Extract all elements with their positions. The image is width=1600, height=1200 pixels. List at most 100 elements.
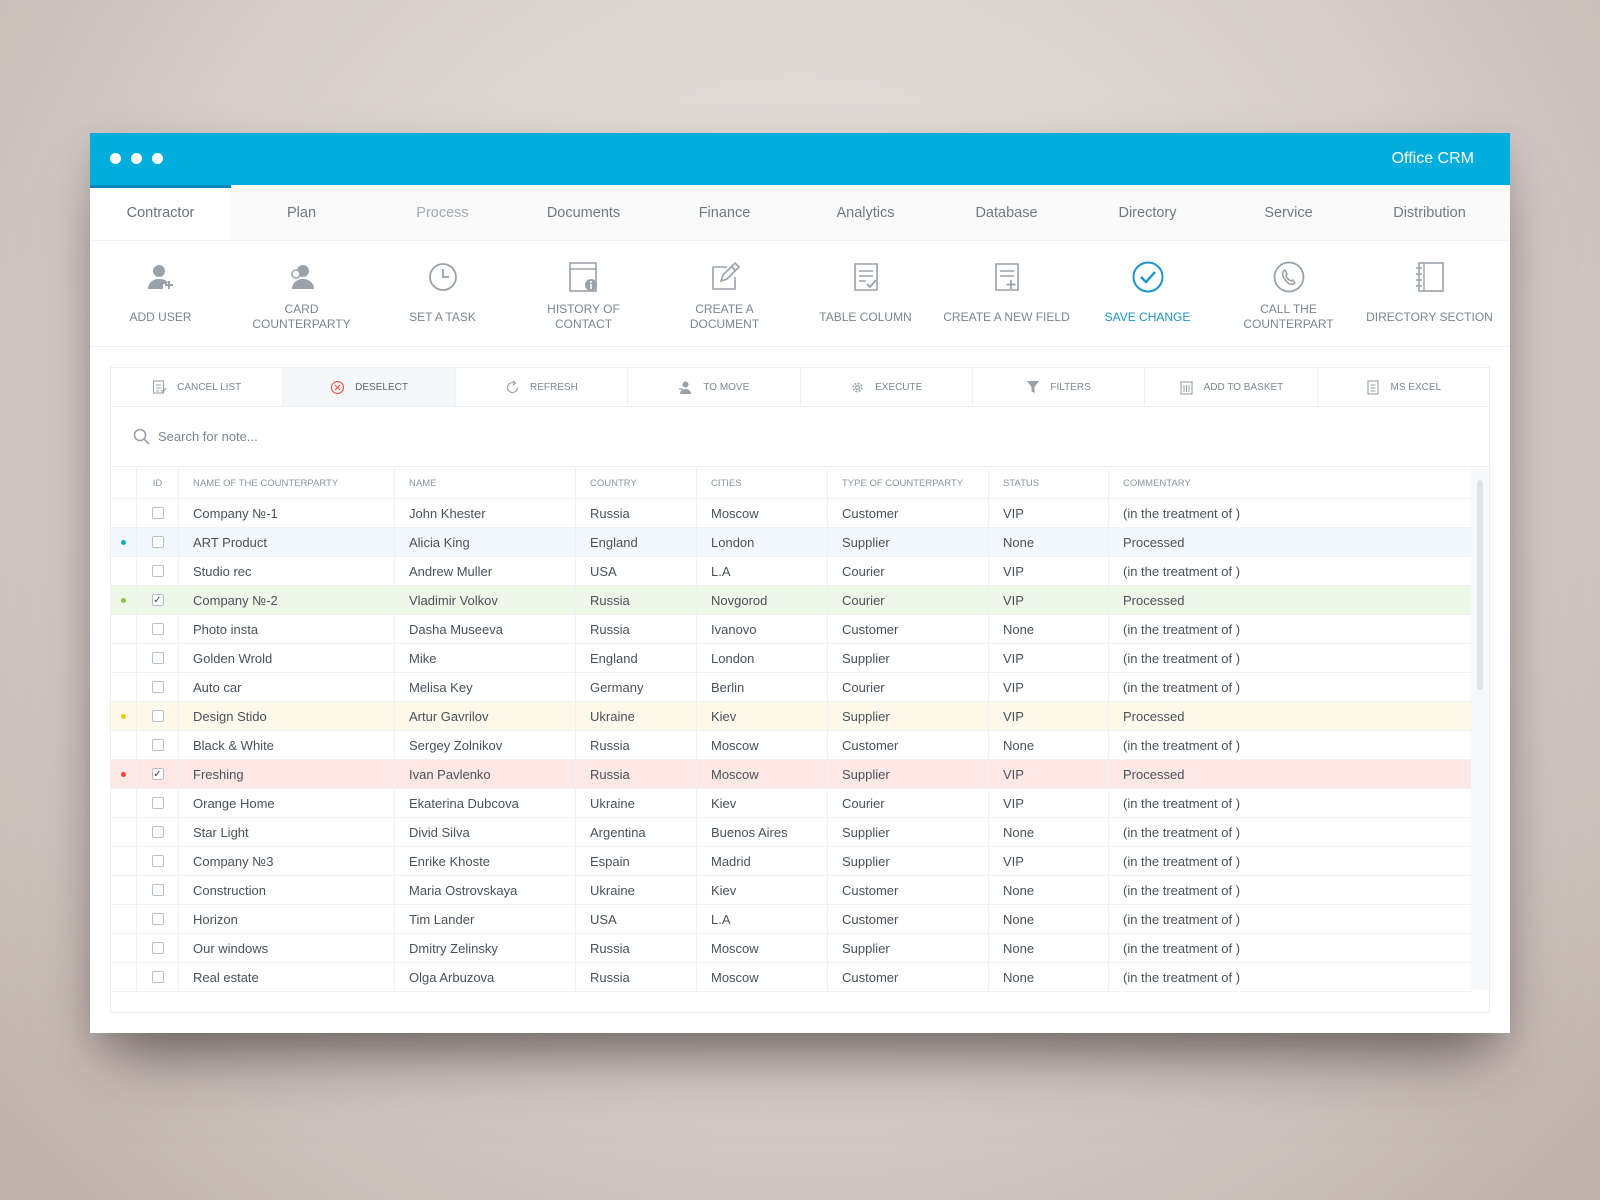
create-a-new-field-button[interactable]: CREATE A NEW FIELD [936,241,1077,346]
cell-commentary: (in the treatment of ) [1123,911,1241,927]
search-icon [133,428,150,445]
table-row[interactable]: Design Stido Artur Gavrilov Ukraine Kiev Sup… [111,702,1473,731]
cell-counterparty-type: Supplier [828,818,989,846]
cell-counterparty-name: Real estate [179,963,395,991]
filters-button[interactable]: FILTERS [973,368,1146,406]
cell-city: Madrid [697,847,828,875]
row-checkbox[interactable]: ✓ [151,768,164,780]
table-scrollbar[interactable] [1471,468,1489,990]
window-dot-close[interactable] [110,153,121,164]
row-checkbox[interactable] [151,971,164,983]
table-row[interactable]: Our windows Dmitry Zelinsky Russia Moscow Su… [111,934,1473,963]
window-controls[interactable] [110,153,163,164]
tab-finance[interactable]: Finance [698,205,751,221]
row-marker [111,876,137,904]
create-a-document-button[interactable]: CREATE A DOCUMENT [654,241,795,346]
row-checkbox[interactable] [151,884,164,896]
search-input[interactable] [158,429,658,444]
table-row[interactable]: Photo insta Dasha Museeva Russia Ivanovo Cus… [111,615,1473,644]
row-marker [111,615,137,643]
refresh-icon [505,380,520,395]
directory-section-button[interactable]: DIRECTORY SECTION [1359,241,1500,346]
table-row[interactable]: Orange Home Ekaterina Dubcova Ukraine Kiev C… [111,789,1473,818]
row-select-cell [137,528,179,556]
row-checkbox[interactable] [151,536,164,548]
row-checkbox[interactable] [151,623,164,635]
execute-button[interactable]: EXECUTE [801,368,973,406]
row-checkbox[interactable] [151,565,164,577]
save-change-button[interactable]: SAVE CHANGE [1077,241,1218,346]
table-row[interactable]: Horizon Tim Lander USA L.A Customer None (in t… [111,905,1473,934]
cell-counterparty-type: Courier [828,789,989,817]
row-checkbox[interactable] [151,710,164,722]
cell-contact-name: Ivan Pavlenko [395,760,576,788]
row-checkbox[interactable] [151,652,164,664]
status-dot [121,539,126,545]
set-a-task-button[interactable]: SET A TASK [372,241,513,346]
row-checkbox[interactable] [151,681,164,693]
add-user-button[interactable]: ADD USER [90,241,231,346]
row-checkbox[interactable] [151,913,164,925]
column-header-counterparty-name[interactable]: NAME OF THE COUNTERPARTY [179,468,395,498]
cell-counterparty-name: Company №-2 [179,586,395,614]
cell-contact-name: John Khester [395,499,576,527]
row-checkbox[interactable] [151,826,164,838]
table-row[interactable]: Real estate Olga Arbuzova Russia Moscow Cust… [111,963,1473,992]
tab-process[interactable]: Process [416,205,469,221]
table-row[interactable]: Company №3 Enrike Khoste Espain Madrid Suppl… [111,847,1473,876]
call-the-counterpart-button[interactable]: CALL THE COUNTERPART [1218,241,1359,346]
cell-country: Russia [576,760,697,788]
table-row[interactable]: Studio rec Andrew Muller USA L.A Courier VIP (… [111,557,1473,586]
table-row[interactable]: ART Product Alicia King England London Suppl… [111,528,1473,557]
tab-plan[interactable]: Plan [286,205,317,221]
column-header-contact-name[interactable]: NAME [395,468,576,498]
cell-commentary: Processed [1123,708,1185,724]
row-checkbox[interactable]: ✓ [151,594,164,606]
tab-database[interactable]: Database [975,205,1038,221]
tab-directory[interactable]: Directory [1118,205,1177,221]
column-header-counterparty-type[interactable]: TYPE OF COUNTERPARTY [828,468,989,498]
cell-status: None [989,876,1109,904]
window-dot-maximize[interactable] [152,153,163,164]
column-header-id[interactable]: ID [137,468,179,498]
tab-documents[interactable]: Documents [546,205,621,221]
cancel-list-button[interactable]: CANCEL LIST [111,368,284,406]
history-of-contact-button[interactable]: HISTORY OF CONTACT [513,241,654,346]
column-header-city[interactable]: CITIES [697,468,828,498]
cell-counterparty-name: Horizon [179,905,395,933]
table-row[interactable]: Auto car Melisa Key Germany Berlin Courier VI… [111,673,1473,702]
table-column-button[interactable]: TABLE COLUMN [795,241,936,346]
table-row[interactable]: ✓ Company №-2 Vladimir Volkov Russia Novgoro… [111,586,1473,615]
cell-counterparty-name: Star Light [179,818,395,846]
table-row[interactable]: ✓ Freshing Ivan Pavlenko Russia Moscow Suppli… [111,760,1473,789]
row-checkbox[interactable] [151,739,164,751]
row-checkbox[interactable] [151,855,164,867]
tab-service[interactable]: Service [1264,205,1313,221]
card-counterparty-button[interactable]: CARD COUNTERPARTY [231,241,372,346]
tab-analytics[interactable]: Analytics [836,205,895,221]
row-checkbox[interactable] [151,797,164,809]
column-header-status[interactable]: STATUS [989,468,1109,498]
to-move-button[interactable]: TO MOVE [628,368,801,406]
cell-city: Ivanovo [697,615,828,643]
column-header-commentary[interactable]: COMMENTARY [1123,477,1191,489]
add-to-basket-button[interactable]: ADD TO BASKET [1145,368,1318,406]
deselect-button[interactable]: DESELECT [283,368,456,406]
column-header-country[interactable]: COUNTRY [576,468,697,498]
window-dot-minimize[interactable] [131,153,142,164]
tab-distribution[interactable]: Distribution [1393,205,1466,221]
table-row[interactable]: Star Light Divid Silva Argentina Buenos Air… [111,818,1473,847]
row-checkbox[interactable] [151,507,164,519]
row-marker [111,847,137,875]
ms-excel-button[interactable]: MS EXCEl [1318,368,1489,406]
cell-country: Russia [576,586,697,614]
tab-contractor[interactable]: Contractor [90,185,231,240]
refresh-button[interactable]: REFRESH [456,368,629,406]
row-checkbox[interactable] [151,942,164,954]
scrollbar-thumb[interactable] [1477,480,1483,690]
table-row[interactable]: Black & White Sergey Zolnikov Russia Moscow… [111,731,1473,760]
cell-contact-name: Tim Lander [395,905,576,933]
table-row[interactable]: Golden Wrold Mike England London Supplier VIP… [111,644,1473,673]
table-row[interactable]: Construction Maria Ostrovskaya Ukraine Kiev… [111,876,1473,905]
table-row[interactable]: Company №-1 John Khester Russia Moscow Custo… [111,499,1473,528]
